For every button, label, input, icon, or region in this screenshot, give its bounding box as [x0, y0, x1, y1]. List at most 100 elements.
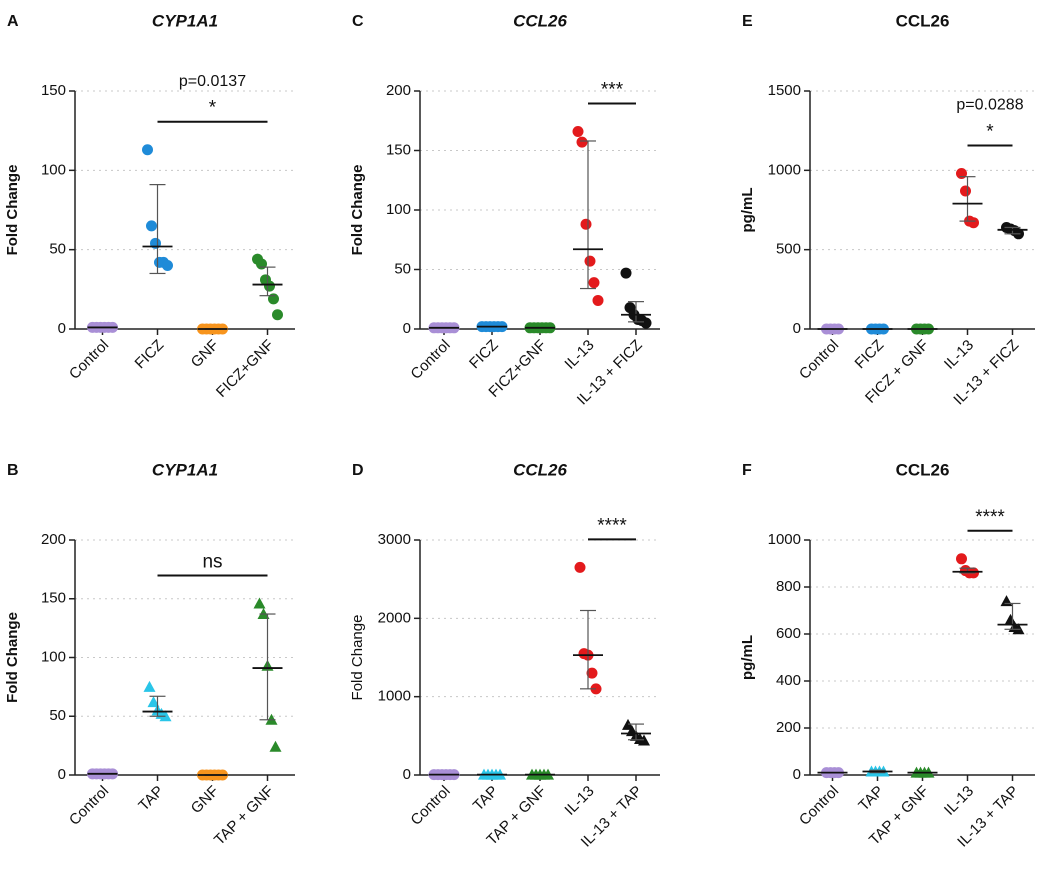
panel-letter: F — [742, 462, 752, 479]
x-tick-label: Control — [66, 337, 112, 383]
data-point — [256, 258, 267, 270]
x-tick-label: Control — [66, 783, 112, 829]
data-point — [640, 317, 652, 329]
data-point — [586, 667, 598, 679]
y-tick-label: 0 — [793, 320, 801, 337]
data-point — [620, 267, 632, 279]
y-tick-label: 3000 — [378, 531, 411, 548]
x-tick-label: FICZ — [132, 337, 168, 373]
data-point — [1000, 595, 1013, 607]
y-tick-label: 400 — [776, 672, 801, 689]
data-point — [162, 260, 173, 272]
x-tick-label: IL-13 — [561, 337, 597, 373]
y-tick-label: 2000 — [378, 609, 411, 626]
data-point — [269, 740, 282, 752]
y-tick-label: 150 — [41, 590, 66, 607]
data-point — [264, 280, 275, 292]
y-axis-label: Fold Change — [349, 615, 366, 701]
data-point — [580, 218, 592, 230]
y-tick-label: 0 — [403, 766, 411, 783]
x-tick-label: TAP — [135, 783, 167, 815]
panel-letter: E — [742, 13, 753, 30]
y-tick-label: 0 — [403, 320, 411, 337]
data-point — [143, 680, 156, 692]
significance-label: ns — [202, 551, 222, 572]
significance-label: **** — [975, 507, 1005, 528]
significance-label: * — [209, 98, 217, 119]
panel-letter: D — [352, 462, 364, 479]
x-tick-label: TAP — [855, 783, 887, 815]
data-point — [253, 597, 266, 609]
y-tick-label: 150 — [386, 141, 411, 158]
y-axis-label: Fold Change — [349, 165, 366, 256]
y-tick-label: 800 — [776, 578, 801, 595]
x-tick-label: Control — [796, 337, 842, 383]
y-tick-label: 50 — [49, 241, 66, 258]
x-tick-label: Control — [407, 337, 453, 383]
y-tick-label: 500 — [776, 241, 801, 258]
chart-title: CYP1A1 — [152, 460, 218, 479]
data-point — [572, 125, 584, 137]
panel-letter: B — [7, 462, 19, 479]
data-point — [272, 309, 283, 321]
x-tick-label: GNF — [188, 783, 222, 817]
data-point — [146, 220, 157, 232]
x-tick-label: TAP — [470, 783, 502, 815]
chart-title: CCL26 — [896, 460, 950, 479]
y-axis-label: Fold Change — [4, 612, 21, 703]
x-tick-label: IL-13 — [941, 783, 977, 819]
y-tick-label: 100 — [41, 648, 66, 665]
panel-letter: C — [352, 13, 364, 30]
chart-title: CCL26 — [896, 11, 950, 30]
data-point — [574, 561, 586, 573]
panel-letter: A — [7, 13, 19, 30]
p-value: p=0.0137 — [179, 73, 246, 90]
x-tick-label: IL-13 — [941, 337, 977, 373]
data-point — [147, 696, 160, 708]
data-point — [968, 217, 979, 229]
x-tick-label: Control — [796, 783, 842, 829]
data-point — [268, 293, 279, 305]
x-tick-label: GNF — [188, 337, 222, 371]
y-tick-label: 1000 — [768, 161, 801, 178]
y-axis-label: Fold Change — [4, 165, 21, 256]
data-point — [584, 255, 596, 267]
data-point — [576, 136, 588, 148]
x-tick-label: FICZ+GNF — [213, 337, 277, 401]
y-tick-label: 200 — [776, 719, 801, 736]
y-tick-label: 50 — [394, 260, 411, 277]
data-point — [956, 168, 967, 180]
y-axis-label: pg/mL — [739, 188, 756, 233]
x-tick-label: TAP + GNF — [211, 783, 277, 849]
y-tick-label: 600 — [776, 625, 801, 642]
y-tick-label: 150 — [41, 82, 66, 99]
y-tick-label: 0 — [58, 320, 66, 337]
y-axis-label: pg/mL — [739, 635, 756, 680]
x-tick-label: FICZ — [466, 337, 502, 373]
chart-title: CCL26 — [513, 460, 567, 479]
significance-label: * — [986, 122, 994, 143]
data-point — [956, 553, 967, 565]
y-tick-label: 200 — [386, 82, 411, 99]
y-tick-label: 0 — [793, 766, 801, 783]
y-tick-label: 100 — [386, 201, 411, 218]
data-point — [1004, 613, 1017, 625]
y-tick-label: 1500 — [768, 82, 801, 99]
chart-title: CYP1A1 — [152, 11, 218, 30]
significance-label: *** — [601, 79, 624, 100]
y-tick-label: 100 — [41, 161, 66, 178]
y-tick-label: 50 — [49, 707, 66, 724]
y-tick-label: 1000 — [768, 531, 801, 548]
x-tick-label: FICZ — [852, 337, 888, 373]
x-tick-label: Control — [407, 783, 453, 829]
x-tick-label: IL-13 — [561, 783, 597, 819]
p-value: p=0.0288 — [956, 97, 1023, 114]
significance-label: **** — [597, 515, 627, 536]
data-point — [142, 144, 153, 156]
data-point — [592, 294, 604, 306]
chart-title: CCL26 — [513, 11, 567, 30]
y-tick-label: 0 — [58, 766, 66, 783]
data-point — [588, 277, 600, 289]
